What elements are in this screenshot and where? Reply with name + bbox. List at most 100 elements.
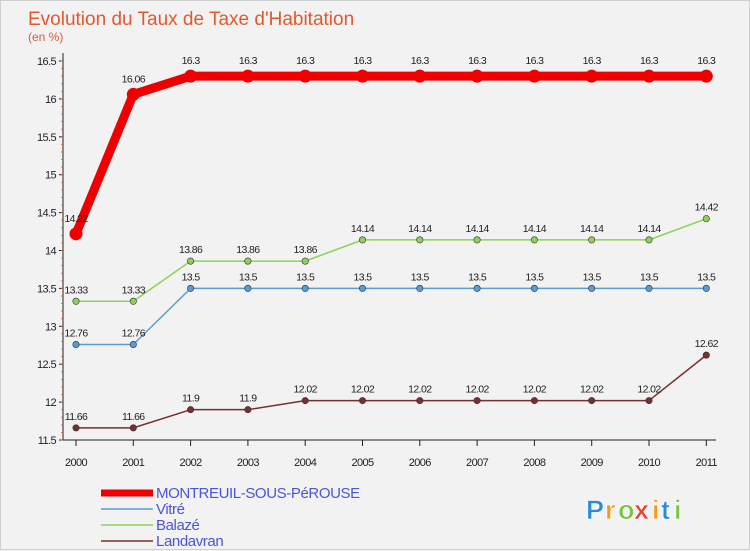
data-label: 13.5 xyxy=(525,271,544,283)
x-tick-label: 2008 xyxy=(523,457,546,469)
data-label: 14.14 xyxy=(465,223,489,235)
data-label: 16.3 xyxy=(640,55,659,67)
data-label: 13.86 xyxy=(179,244,203,256)
logo-letter: P xyxy=(586,495,604,525)
x-tick-label: 2011 xyxy=(696,457,718,469)
data-point xyxy=(588,397,596,405)
x-tick-label: 2000 xyxy=(65,457,88,469)
data-point xyxy=(413,69,427,83)
data-label: 16.3 xyxy=(296,55,315,67)
data-label: 16.3 xyxy=(353,55,372,67)
logo-letter: i xyxy=(674,495,682,525)
data-point xyxy=(470,69,484,83)
data-label: 13.5 xyxy=(697,271,716,283)
data-point xyxy=(702,351,710,359)
data-label: 13.5 xyxy=(468,271,487,283)
data-label: 14.22 xyxy=(64,213,88,225)
data-label: 11.9 xyxy=(239,393,257,405)
x-tick-label: 2007 xyxy=(466,457,489,469)
series-line xyxy=(75,354,708,429)
chart-subtitle: (en %) xyxy=(28,30,63,44)
data-point xyxy=(530,397,538,405)
data-label: 14.14 xyxy=(408,223,432,235)
data-point xyxy=(642,69,656,83)
data-label: 13.5 xyxy=(239,271,258,283)
data-label: 12.02 xyxy=(523,384,547,396)
data-label: 12.02 xyxy=(351,384,375,396)
y-tick-label: 16.5 xyxy=(37,56,56,68)
logo-letter: t xyxy=(661,495,670,525)
data-label: 16.3 xyxy=(411,55,430,67)
data-point xyxy=(588,284,596,292)
data-point xyxy=(530,284,538,292)
y-tick-label: 15.5 xyxy=(37,132,56,144)
y-tick-label: 11.5 xyxy=(38,435,57,447)
data-point xyxy=(129,424,137,432)
data-label: 13.33 xyxy=(64,284,88,296)
x-tick-label: 2005 xyxy=(351,457,374,469)
y-tick-label: 12.5 xyxy=(37,359,56,371)
data-point xyxy=(69,227,83,241)
data-label: 14.14 xyxy=(351,223,375,235)
data-point xyxy=(473,236,481,244)
data-point xyxy=(585,69,599,83)
data-point xyxy=(72,340,80,348)
series-layer: 13.33 13.33 13.86 13.86 13.86 14.14 14.14 14.14… xyxy=(64,55,719,432)
data-label: 13.5 xyxy=(411,271,430,283)
data-point xyxy=(588,236,596,244)
data-label: 13.33 xyxy=(122,284,146,296)
legend-label: Vitré xyxy=(156,501,185,518)
data-point xyxy=(187,406,195,414)
logo-letter: x xyxy=(634,495,649,525)
data-point xyxy=(187,284,195,292)
data-label: 13.5 xyxy=(296,271,315,283)
data-point xyxy=(416,236,424,244)
x-tick-label: 2010 xyxy=(638,457,661,469)
data-label: 12.02 xyxy=(408,384,432,396)
y-tick-label: 15 xyxy=(45,170,57,182)
data-point xyxy=(129,297,137,305)
series-line xyxy=(71,71,711,239)
data-label: 16.3 xyxy=(525,55,544,67)
data-label: 12.76 xyxy=(122,327,146,339)
legend-item-0: MONTREUIL-SOUS-PéROUSE xyxy=(101,485,361,502)
logo-letter: i xyxy=(652,495,660,525)
data-label: 12.62 xyxy=(695,338,719,350)
data-label: 13.5 xyxy=(640,271,659,283)
data-label: 16.3 xyxy=(583,55,602,67)
x-tick-label: 2004 xyxy=(294,457,317,469)
data-point xyxy=(645,397,653,405)
chart-title: Evolution du Taux de Taxe d'Habitation xyxy=(28,9,354,30)
data-point xyxy=(356,69,369,83)
data-label: 16.06 xyxy=(122,73,146,85)
data-point xyxy=(72,424,80,432)
data-label: 11.66 xyxy=(65,411,88,423)
data-label: 13.86 xyxy=(236,244,260,256)
y-tick-label: 14 xyxy=(45,246,57,258)
y-tick-label: 16 xyxy=(45,94,57,106)
data-point xyxy=(473,397,481,405)
data-label: 11.66 xyxy=(122,411,145,423)
y-tick-label: 13 xyxy=(45,321,57,333)
data-label: 12.02 xyxy=(637,384,661,396)
data-label: 11.9 xyxy=(182,393,200,405)
data-point xyxy=(184,69,198,83)
data-label: 14.14 xyxy=(637,223,661,235)
series-1: 12.76 12.76 13.5 13.5 13.5 13.5 13.5 13.5 13.5 13… xyxy=(64,271,717,348)
series-2: 13.33 13.33 13.86 13.86 13.86 14.14 14.14 14.14… xyxy=(64,202,719,305)
data-point xyxy=(129,340,137,348)
data-label: 13.5 xyxy=(583,271,602,283)
y-tick-label: 14.5 xyxy=(37,208,56,220)
legend: MONTREUIL-SOUS-PéROUSEVitréBalazéLandavr… xyxy=(101,485,361,550)
data-point xyxy=(416,397,424,405)
data-point xyxy=(416,284,424,292)
data-label: 16.3 xyxy=(697,55,716,67)
data-point xyxy=(298,69,312,83)
legend-label: Landavran xyxy=(156,533,223,550)
data-label: 14.14 xyxy=(580,223,604,235)
y-tick-label: 12 xyxy=(45,397,57,409)
data-point xyxy=(244,406,252,414)
